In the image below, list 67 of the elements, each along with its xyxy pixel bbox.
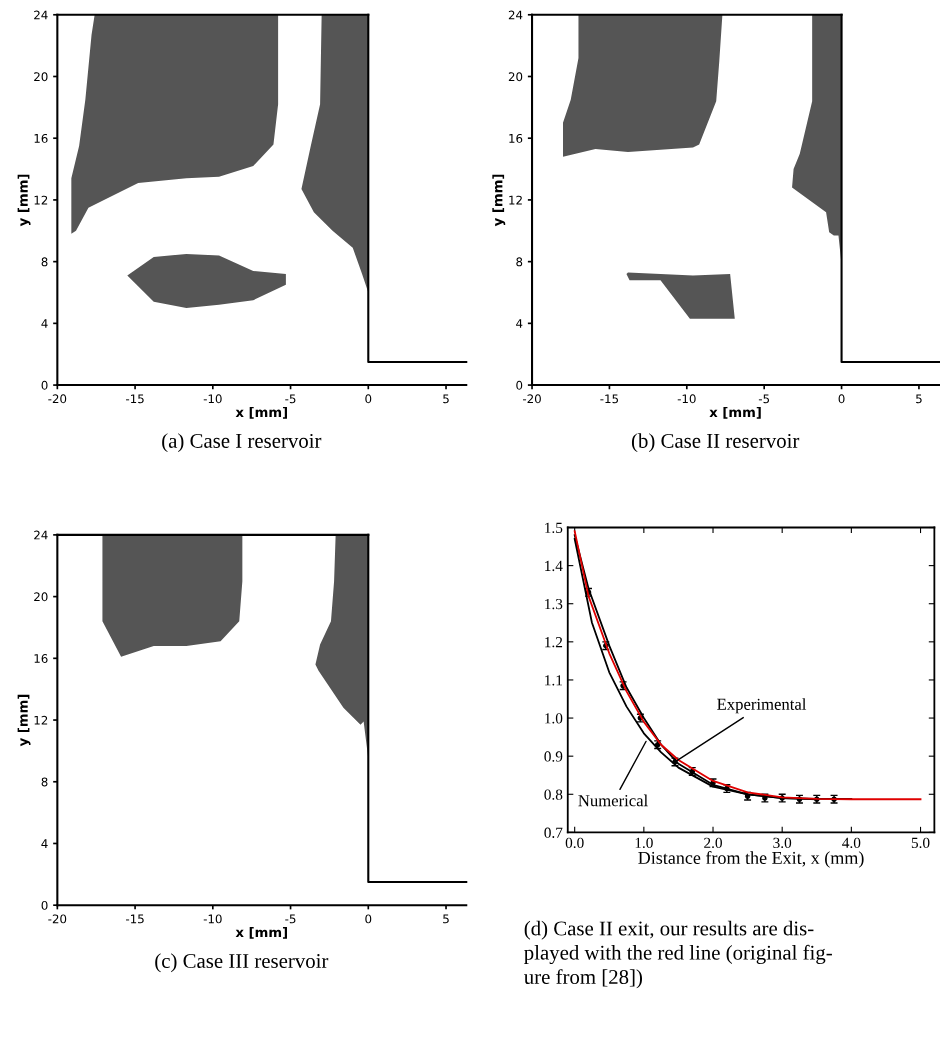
y-tick-label: 16 (509, 133, 523, 143)
text: (a) Case I reservoir (162, 433, 322, 453)
x-tick-label: -15 (600, 394, 619, 404)
x-tick-label: 4.0 (842, 837, 861, 849)
y-tick-label: 0 (41, 900, 48, 910)
x-tick-label: -10 (677, 394, 696, 404)
y-tick-label: 20 (34, 72, 48, 82)
x-tick-label: 0 (365, 394, 372, 404)
x-tick-label: -10 (203, 914, 222, 924)
x-tick-label: 5.0 (911, 837, 930, 849)
y-tick-label: 1.3 (545, 598, 563, 610)
y-tick-label: 24 (34, 530, 48, 540)
x-tick-label: 1.0 (635, 837, 653, 849)
x-tick-label: 0 (838, 394, 845, 404)
annotation: Numerical (578, 794, 648, 807)
y-tick-label: 4 (41, 319, 48, 328)
y-tick-label: 1.1 (545, 675, 562, 686)
text: (b) Case II reservoir (631, 433, 800, 453)
y-tick-label: 24 (34, 10, 48, 20)
y-tick-label: 8 (516, 257, 523, 267)
x-tick-label: 0 (365, 914, 372, 924)
y-axis-title: y [mm] (17, 694, 31, 747)
y-tick-label: 12 (509, 195, 522, 205)
x-tick-label: 3.0 (773, 837, 792, 849)
x-axis-title: Distance from the Exit, x (mm) (638, 851, 864, 868)
y-tick-label: 4 (516, 319, 523, 328)
y-tick-label: 0.9 (544, 751, 563, 762)
x-axis-title: x [mm] (235, 927, 287, 939)
y-tick-label: 12 (34, 715, 48, 725)
x-tick-label: 0.0 (565, 837, 584, 849)
x-tick-label: 5 (443, 914, 449, 924)
x-tick-label: -15 (126, 914, 144, 924)
y-tick-label: 16 (34, 654, 48, 663)
y-tick-label: 0.7 (544, 827, 563, 838)
x-tick-label: 2.0 (704, 837, 722, 849)
x-axis-title: x [mm] (235, 406, 287, 419)
y-tick-label: 1.2 (545, 637, 563, 648)
x-tick-label: -15 (126, 394, 144, 404)
x-tick-label: -5 (758, 394, 770, 404)
y-tick-label: 20 (34, 592, 48, 602)
x-tick-label: -20 (48, 914, 67, 924)
annotation: Experimental (717, 698, 807, 714)
y-tick-label: 0.8 (544, 789, 563, 800)
y-tick-label: 1.5 (545, 522, 563, 534)
y-tick-label: 16 (34, 133, 48, 143)
text: (c) Case III reservoir (155, 953, 329, 973)
x-tick-label: -20 (48, 394, 67, 404)
y-tick-label: 1.4 (545, 560, 563, 572)
y-tick-label: 1.0 (545, 713, 563, 724)
y-tick-label: 0 (516, 380, 523, 390)
y-tick-label: 4 (41, 839, 48, 848)
y-tick-label: 8 (41, 777, 48, 787)
y-tick-label: 12 (34, 195, 48, 205)
y-axis-title: y [mm] (492, 174, 506, 227)
x-tick-label: -20 (522, 394, 541, 404)
y-tick-label: 20 (508, 72, 523, 82)
y-tick-label: 8 (41, 257, 48, 267)
y-tick-label: 0 (41, 380, 48, 390)
text: (d) Case II exit, our results are dis- played with the red line (original fig- ure from [28]) (524, 920, 832, 989)
x-tick-label: -5 (285, 914, 296, 924)
x-tick-label: 5 (916, 394, 922, 404)
x-tick-label: 5 (443, 394, 449, 404)
y-tick-label: 24 (508, 10, 523, 20)
x-tick-label: -10 (203, 394, 222, 404)
y-axis-title: y [mm] (17, 174, 31, 227)
x-tick-label: -5 (285, 394, 296, 404)
x-axis-title: x [mm] (709, 406, 761, 419)
